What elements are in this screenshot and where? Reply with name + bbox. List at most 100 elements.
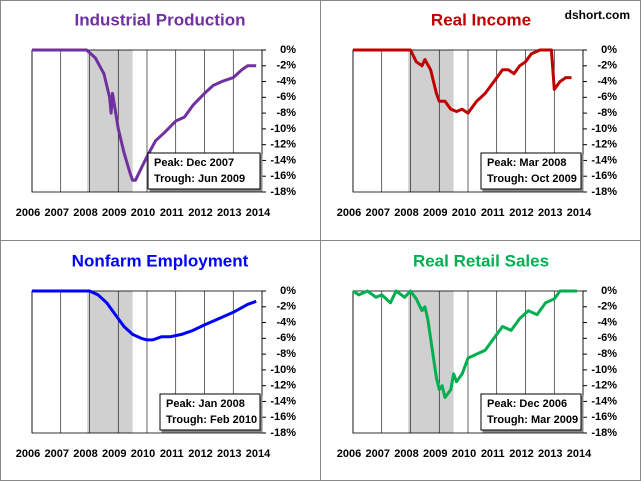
annotation: Peak: Dec 2007 — [154, 157, 234, 169]
x-tick-label: 2013 — [538, 207, 562, 219]
chart-title: Real Income — [431, 10, 531, 29]
annotation-box — [147, 152, 261, 190]
x-tick-label: 2006 — [337, 207, 361, 219]
y-tick-label: -10% — [591, 123, 617, 135]
y-tick-label: -12% — [270, 380, 296, 392]
x-tick-label: 2014 — [567, 207, 592, 219]
annotation: Trough: Oct 2009 — [487, 173, 577, 185]
data-line — [353, 48, 572, 115]
x-tick-label: 2008 — [73, 448, 97, 460]
data-line — [352, 289, 578, 399]
x-tick-label: 2008 — [73, 207, 97, 219]
plot-area — [352, 290, 584, 434]
y-tick-label: -6% — [597, 91, 617, 103]
data-line — [32, 48, 257, 182]
x-tick-label: 2009 — [102, 448, 126, 460]
plot-area — [31, 290, 263, 434]
x-tick-label: 2013 — [538, 448, 562, 460]
y-tick-label: 0% — [280, 285, 296, 297]
x-tick-label: 2010 — [131, 448, 155, 460]
x-tick-label: 2014 — [246, 448, 271, 460]
y-tick-label: -8% — [276, 107, 296, 119]
data-line — [32, 289, 257, 342]
annotation: Trough: Mar 2009 — [487, 414, 578, 426]
y-tick-label: -2% — [276, 60, 296, 72]
y-tick-label: 0% — [601, 44, 617, 56]
x-tick-label: 2012 — [509, 207, 533, 219]
y-tick-label: -2% — [597, 60, 617, 72]
x-tick-label: 2013 — [217, 448, 241, 460]
y-tick-label: -4% — [276, 316, 296, 328]
y-tick-label: -16% — [591, 411, 617, 423]
x-tick-label: 2008 — [394, 207, 418, 219]
y-tick-label: -18% — [270, 427, 296, 439]
y-tick-label: -6% — [276, 91, 296, 103]
x-tick-label: 2012 — [188, 207, 212, 219]
x-tick-label: 2011 — [160, 207, 184, 219]
x-tick-label: 2012 — [509, 448, 533, 460]
y-tick-label: -2% — [597, 301, 617, 313]
x-tick-label: 2007 — [45, 207, 69, 219]
chart-title: Real Retail Sales — [413, 251, 549, 270]
recession-band — [87, 50, 133, 192]
panel: Real Income 2006 2007 2008 2009 2010 2011 2012 2… — [337, 10, 617, 218]
y-tick-label: 0% — [601, 285, 617, 297]
y-tick-label: -8% — [276, 348, 296, 360]
y-tick-label: -18% — [591, 186, 617, 198]
y-tick-label: 0% — [280, 44, 296, 56]
x-tick-label: 2014 — [567, 448, 592, 460]
recession-band — [408, 291, 454, 433]
x-tick-label: 2013 — [217, 207, 241, 219]
y-tick-label: -6% — [276, 332, 296, 344]
chart-title: Nonfarm Employment — [72, 251, 249, 270]
x-tick-label: 2008 — [394, 448, 418, 460]
x-tick-label: 2011 — [481, 207, 505, 219]
annotation: Trough: Feb 2010 — [166, 414, 257, 426]
annotation: Peak: Mar 2008 — [487, 157, 567, 169]
chart-title: Industrial Production — [75, 10, 246, 29]
recession-band — [87, 291, 133, 433]
x-tick-label: 2007 — [366, 207, 390, 219]
watermark: dshort.com — [565, 8, 630, 22]
panel: Nonfarm Employment 2006 2007 2008 2009 2010 20… — [16, 251, 296, 459]
annotation: Trough: Jun 2009 — [154, 173, 245, 185]
y-tick-label: -4% — [597, 75, 617, 87]
annotation: Peak: Dec 2006 — [487, 398, 567, 410]
x-tick-label: 2009 — [102, 207, 126, 219]
y-tick-label: -6% — [597, 332, 617, 344]
x-tick-label: 2006 — [16, 207, 40, 219]
panel: Industrial Production 2006 2007 2008 2009 201… — [16, 10, 296, 218]
x-tick-label: 2009 — [423, 448, 447, 460]
y-tick-label: -10% — [591, 364, 617, 376]
y-tick-label: -12% — [270, 139, 296, 151]
plot-area — [352, 49, 584, 193]
y-tick-label: -4% — [276, 75, 296, 87]
plot-area — [31, 49, 263, 193]
annotation: Peak: Jan 2008 — [166, 398, 245, 410]
y-tick-label: -14% — [591, 154, 617, 166]
y-tick-label: -18% — [591, 427, 617, 439]
x-tick-label: 2010 — [452, 207, 476, 219]
y-tick-label: -10% — [270, 123, 296, 135]
y-tick-label: -4% — [597, 316, 617, 328]
x-tick-label: 2011 — [160, 448, 184, 460]
annotation-box — [480, 152, 582, 190]
y-tick-label: -14% — [270, 154, 296, 166]
x-tick-label: 2010 — [131, 207, 155, 219]
y-tick-label: -2% — [276, 301, 296, 313]
y-tick-label: -16% — [591, 170, 617, 182]
x-tick-label: 2006 — [337, 448, 361, 460]
y-tick-label: -8% — [597, 348, 617, 360]
x-tick-label: 2007 — [45, 448, 69, 460]
panel: Real Retail Sales 2006 2007 2008 2009 2010 201… — [337, 251, 617, 459]
x-tick-label: 2010 — [452, 448, 476, 460]
x-tick-label: 2009 — [423, 207, 447, 219]
y-tick-label: -8% — [597, 107, 617, 119]
y-tick-label: -14% — [270, 395, 296, 407]
y-tick-label: -16% — [270, 411, 296, 423]
y-tick-label: -12% — [591, 139, 617, 151]
annotation-box — [480, 393, 582, 431]
x-tick-label: 2011 — [481, 448, 505, 460]
x-tick-label: 2006 — [16, 448, 40, 460]
